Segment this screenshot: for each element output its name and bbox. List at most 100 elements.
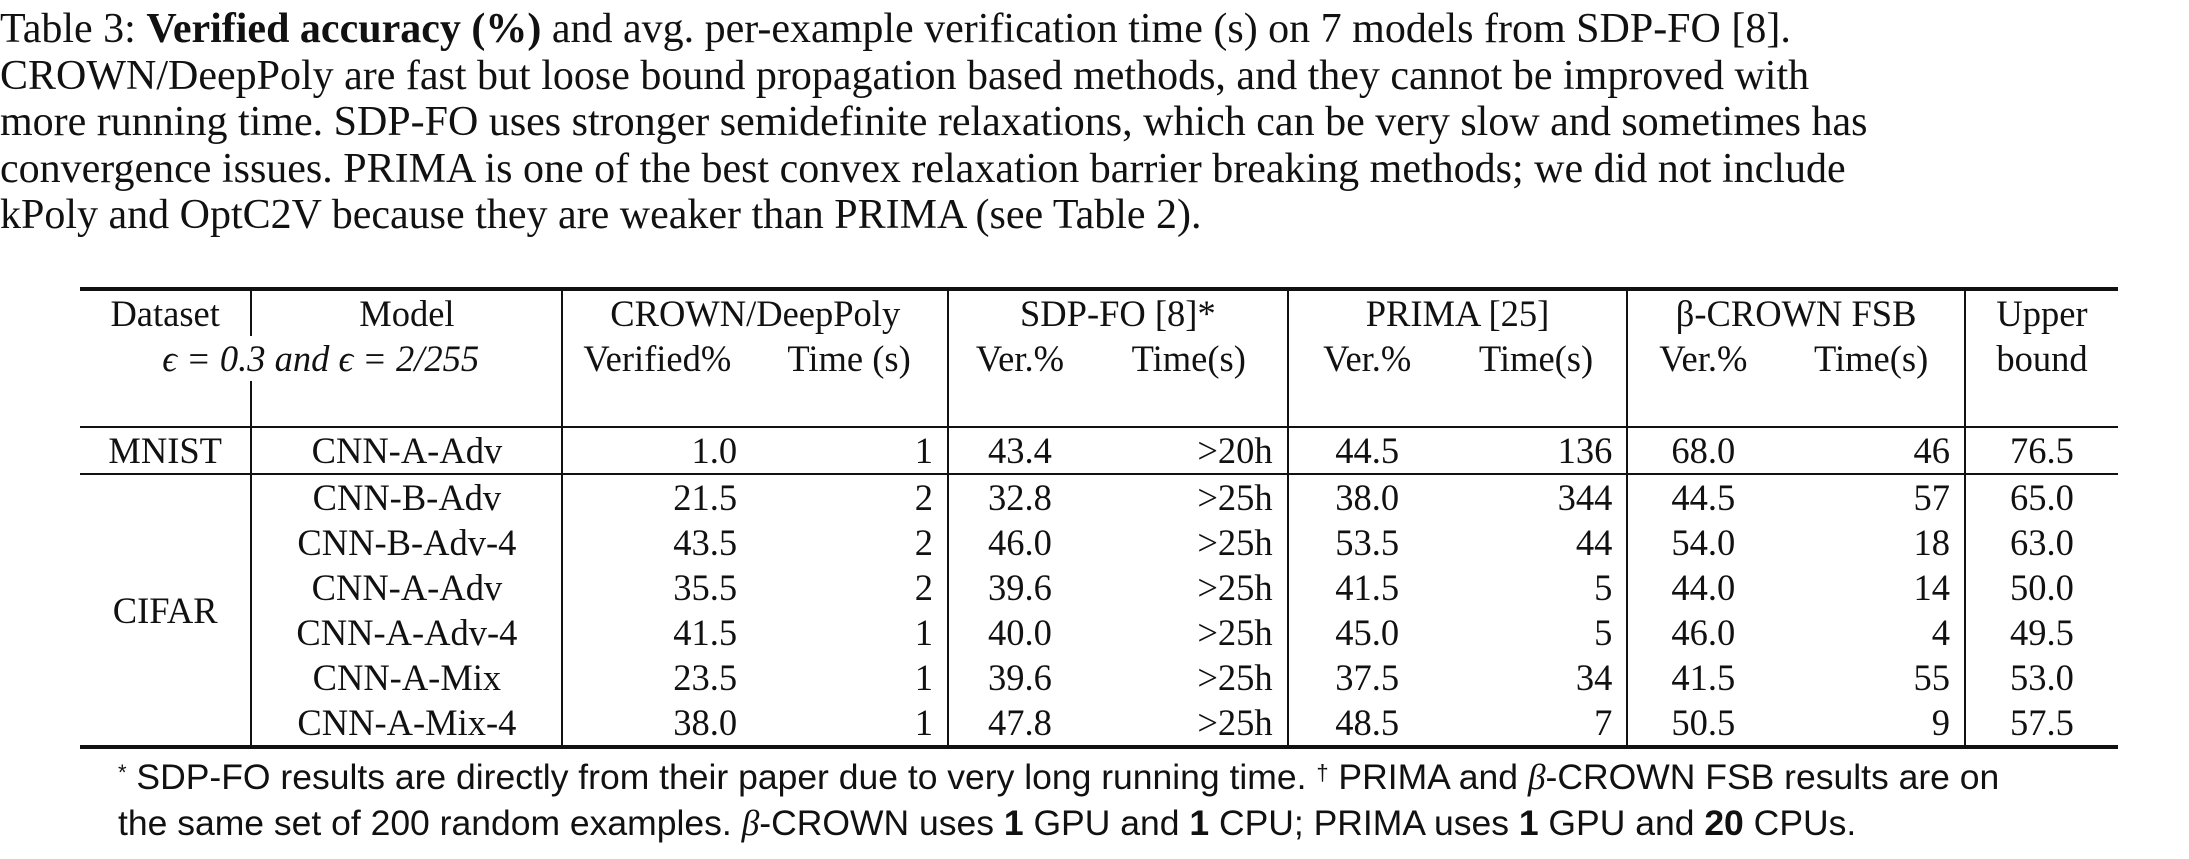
cell-crown-time: 2 xyxy=(751,473,950,520)
cell-beta-time: 46 xyxy=(1778,426,1966,474)
cell-beta-ver: 44.0 xyxy=(1671,567,1736,608)
table-row-cifar-6: CNN-A-Mix-4 38.0 1 47.8 >25h 48.5 7 50.5… xyxy=(80,700,2118,749)
caption-label: Table 3: xyxy=(0,6,147,52)
header-beta-ver: Ver.% xyxy=(1659,338,1748,379)
table-row-cifar-5: CNN-A-Mix 23.5 1 39.6 >25h 37.5 34 41.5 … xyxy=(80,655,2118,700)
results-table: Dataset Model CROWN/DeepPoly SDP-FO [8]*… xyxy=(80,287,2118,749)
cell-prima-time: 7 xyxy=(1445,700,1629,749)
cell-beta-time: 55 xyxy=(1778,655,1966,700)
prima-gpu-count: 1 xyxy=(1518,803,1539,843)
table-caption: Table 3: Verified accuracy (%) and avg. … xyxy=(0,6,2189,239)
cell-sdp-time: >25h xyxy=(1090,610,1289,655)
cell-beta-ver: 68.0 xyxy=(1627,426,1779,474)
cell-sdp-time: >25h xyxy=(1090,520,1289,565)
cell-crown-ver: 23.5 xyxy=(673,657,738,698)
table-row-cifar-4: CNN-A-Adv-4 41.5 1 40.0 >25h 45.0 5 46.0… xyxy=(80,610,2118,655)
cell-sdp-ver: 32.8 xyxy=(948,473,1091,520)
footnote-text: PRIMA and xyxy=(1328,757,1528,797)
caption-line-1-rest: and avg. per-example verification time (… xyxy=(541,6,1791,52)
header-sdp: SDP-FO [8]* xyxy=(948,287,1289,336)
cell-crown-ver: 35.5 xyxy=(673,567,738,608)
cell-crown-ver: 21.5 xyxy=(562,473,752,520)
footnote-dagger: † xyxy=(1316,760,1329,785)
cell-model: CNN-A-Adv xyxy=(251,565,564,610)
cell-beta-time: 18 xyxy=(1778,520,1966,565)
caption-line-2: CROWN/DeepPoly are fast but loose bound … xyxy=(0,52,1810,99)
cell-crown-time: 1 xyxy=(751,655,950,700)
cell-upper: 53.0 xyxy=(2010,657,2074,698)
footnote-text: -CROWN uses xyxy=(759,803,1004,843)
footnote-line-2: the same set of 200 random examples. β-C… xyxy=(118,800,2158,846)
cell-upper: 65.0 xyxy=(1964,473,2118,520)
cell-beta-ver: 46.0 xyxy=(1671,612,1736,653)
cpu-count: 1 xyxy=(1189,803,1210,843)
header-upper: Upper xyxy=(1964,287,2118,336)
cell-prima-ver: 45.0 xyxy=(1335,612,1400,653)
gpu-count: 1 xyxy=(1003,803,1024,843)
cell-beta-ver: 50.5 xyxy=(1627,700,1779,749)
beta-symbol: β xyxy=(1527,757,1546,797)
caption-line-4: convergence issues. PRIMA is one of the … xyxy=(0,145,1846,192)
footnote-text: CPU; PRIMA uses xyxy=(1209,803,1519,843)
table-row-mnist: MNIST CNN-A-Adv 1.0 1 43.4 >20h 44.5 136… xyxy=(80,426,2118,474)
footnote-text: SDP-FO results are directly from their p… xyxy=(126,757,1317,797)
cell-upper: 63.0 xyxy=(2010,522,2074,563)
cell-upper: 57.5 xyxy=(1964,700,2118,749)
header-prima-ver: Ver.% xyxy=(1323,338,1412,379)
cell-prima-time: 44 xyxy=(1445,520,1629,565)
cell-sdp-time: >25h xyxy=(1090,700,1289,749)
cell-beta-ver: 41.5 xyxy=(1671,657,1736,698)
caption-line-1: Table 3: Verified accuracy (%) and avg. … xyxy=(0,6,2189,53)
cell-upper: 76.5 xyxy=(1964,426,2118,474)
header-prima-time: Time(s) xyxy=(1445,336,1629,381)
header-dataset: Dataset xyxy=(80,287,253,336)
footnote-text: -CROWN FSB results are on xyxy=(1545,757,2000,797)
cell-prima-ver: 53.5 xyxy=(1335,522,1400,563)
cell-model: CNN-A-Adv-4 xyxy=(251,610,564,655)
caption-bold-lead: Verified accuracy (%) xyxy=(146,6,542,52)
cell-prima-ver: 38.0 xyxy=(1287,473,1446,520)
cell-beta-ver: 44.5 xyxy=(1627,473,1779,520)
cell-model: CNN-A-Mix-4 xyxy=(251,700,564,749)
cell-beta-time: 4 xyxy=(1778,610,1966,655)
cell-crown-time: 2 xyxy=(751,565,950,610)
footnote-text: CPUs. xyxy=(1743,803,1857,843)
dataset-mnist: MNIST xyxy=(80,426,253,474)
header-row-1: Dataset Model CROWN/DeepPoly SDP-FO [8]*… xyxy=(80,287,2118,336)
header-upper-bound: bound xyxy=(1996,338,2088,379)
cell-prima-ver: 44.5 xyxy=(1287,426,1446,474)
cell-sdp-ver: 40.0 xyxy=(987,612,1052,653)
header-model: Model xyxy=(251,287,564,336)
table-footnote: * SDP-FO results are directly from their… xyxy=(118,754,2158,846)
cell-prima-ver: 37.5 xyxy=(1335,657,1400,698)
table-row-cifar-3: CNN-A-Adv 35.5 2 39.6 >25h 41.5 5 44.0 1… xyxy=(80,565,2118,610)
footnote-text: the same set of 200 random examples. xyxy=(118,803,742,843)
cell-sdp-time: >20h xyxy=(1090,426,1289,474)
footnote-text: GPU and xyxy=(1023,803,1190,843)
footnote-star: * xyxy=(118,760,127,785)
cell-beta-time: 57 xyxy=(1778,473,1966,520)
cell-prima-time: 34 xyxy=(1445,655,1629,700)
cell-sdp-time: >25h xyxy=(1090,565,1289,610)
cell-beta-time: 14 xyxy=(1778,565,1966,610)
cell-crown-ver: 1.0 xyxy=(562,426,752,474)
header-crown-time: Time (s) xyxy=(751,336,950,381)
table-row-cifar-2: CNN-B-Adv-4 43.5 2 46.0 >25h 53.5 44 54.… xyxy=(80,520,2118,565)
cell-prima-time: 344 xyxy=(1445,473,1629,520)
cell-crown-time: 1 xyxy=(751,426,950,474)
cell-prima-ver: 41.5 xyxy=(1335,567,1400,608)
cell-model: CNN-A-Mix xyxy=(251,655,564,700)
cell-sdp-ver: 39.6 xyxy=(987,657,1052,698)
cell-prima-time: 5 xyxy=(1445,565,1629,610)
cell-crown-time: 2 xyxy=(751,520,950,565)
dataset-cifar: CIFAR xyxy=(80,473,253,749)
header-sdp-time: Time(s) xyxy=(1090,336,1289,381)
header-sdp-ver: Ver.% xyxy=(975,338,1064,379)
cell-prima-ver: 48.5 xyxy=(1287,700,1446,749)
cell-crown-ver: 43.5 xyxy=(673,522,738,563)
header-beta: β-CROWN FSB xyxy=(1627,287,1966,336)
cell-prima-time: 136 xyxy=(1445,426,1629,474)
header-epsilon: ϵ = 0.3 and ϵ = 2/255 xyxy=(80,336,564,381)
cell-crown-ver: 41.5 xyxy=(673,612,738,653)
cell-sdp-ver: 47.8 xyxy=(948,700,1091,749)
